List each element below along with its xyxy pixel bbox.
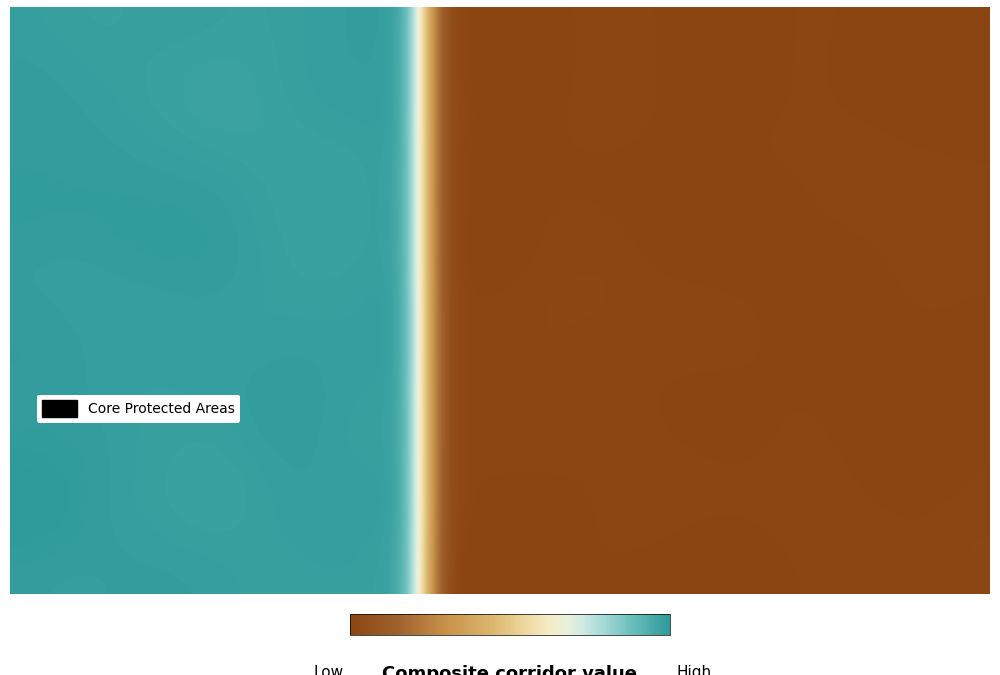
Text: Low: Low (313, 665, 344, 675)
Text: Composite corridor value: Composite corridor value (382, 665, 638, 675)
Legend: Core Protected Areas: Core Protected Areas (37, 395, 240, 423)
Text: High: High (676, 665, 712, 675)
